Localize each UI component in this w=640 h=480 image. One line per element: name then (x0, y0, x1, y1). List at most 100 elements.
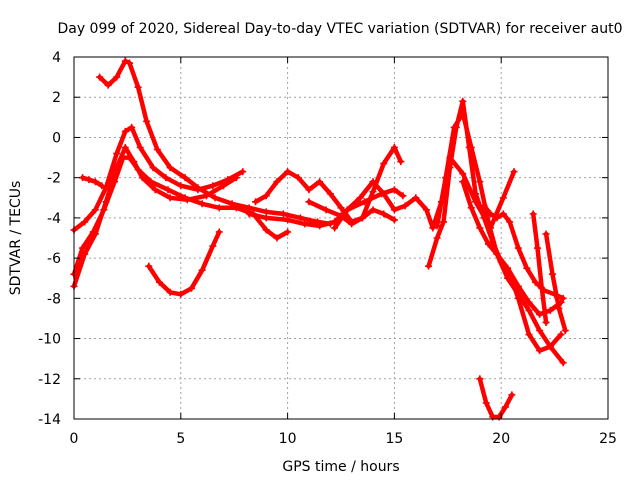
data-point (504, 274, 512, 282)
data-point (531, 278, 539, 286)
data-point (136, 144, 144, 151)
series-line (253, 169, 397, 225)
data-point (525, 298, 533, 306)
data-point (559, 294, 567, 302)
data-point (514, 244, 522, 252)
data-point (525, 331, 533, 339)
x-tick-label: 15 (385, 431, 403, 447)
series-line (477, 376, 515, 420)
data-point (245, 210, 253, 218)
data-point (177, 182, 185, 190)
data-point (440, 218, 448, 226)
data-point (337, 204, 345, 212)
data-point (422, 206, 430, 214)
data-point (162, 174, 170, 182)
series-track-c (70, 144, 240, 290)
data-point (79, 244, 87, 252)
data-point (343, 206, 351, 214)
data-point (380, 160, 388, 168)
series-line (146, 229, 222, 297)
data-point (194, 186, 202, 194)
data-point (459, 109, 467, 117)
data-point (501, 403, 509, 411)
data-point (390, 186, 398, 194)
data-point (358, 214, 366, 222)
x-tick-label: 5 (176, 431, 185, 447)
data-point (467, 144, 475, 151)
data-point (121, 57, 129, 65)
y-tick-label: 4 (52, 50, 61, 66)
data-point (401, 202, 409, 210)
data-point (91, 178, 99, 186)
series-track-f (145, 228, 223, 298)
data-point (113, 73, 121, 81)
series-track-a (96, 57, 334, 228)
series-line (530, 211, 549, 325)
data-point (450, 123, 458, 131)
data-point (187, 284, 195, 292)
data-point (433, 222, 441, 230)
data-point (134, 83, 142, 91)
data-point (305, 198, 313, 206)
data-point (119, 154, 127, 162)
data-point (232, 174, 240, 182)
data-point (149, 164, 157, 172)
series-track-e (79, 174, 106, 190)
data-point (493, 250, 501, 258)
data-point (89, 228, 97, 236)
data-point (482, 399, 490, 407)
data-point (305, 186, 313, 194)
data-point (252, 198, 260, 206)
data-point (262, 214, 270, 222)
series-track-b (70, 123, 247, 234)
data-point (499, 210, 507, 218)
data-point (128, 123, 136, 131)
data-point (316, 178, 324, 186)
data-point (181, 174, 189, 182)
data-point (232, 204, 240, 212)
y-axis-label: SDTVAR / TECUs (8, 181, 24, 296)
y-tick-label: -6 (47, 251, 61, 267)
data-point (96, 73, 104, 81)
data-point (493, 214, 501, 222)
data-point (166, 288, 174, 296)
data-point (429, 224, 437, 232)
data-point (215, 228, 223, 236)
data-point (211, 194, 219, 202)
data-point (555, 304, 563, 312)
data-point (369, 178, 377, 186)
series-track-q (542, 230, 569, 335)
data-point (284, 168, 292, 176)
data-point (484, 240, 492, 248)
data-point (126, 154, 134, 162)
plot-frame (73, 56, 609, 420)
data-point (145, 262, 153, 270)
data-point (209, 242, 217, 250)
data-point (536, 310, 544, 318)
chart-title: Day 099 of 2020, Sidereal Day-to-day VTE… (57, 21, 622, 37)
data-point (356, 194, 364, 202)
data-point (542, 318, 550, 326)
data-point (557, 331, 565, 339)
x-axis-label: GPS time / hours (282, 459, 399, 475)
data-point (476, 375, 484, 383)
y-tick-label: -8 (47, 291, 61, 307)
data-point (166, 194, 174, 202)
data-point (504, 264, 512, 272)
series-line (80, 175, 105, 188)
data-point (262, 208, 270, 216)
data-point (523, 264, 531, 272)
data-point (331, 224, 339, 232)
x-tick-label: 20 (492, 431, 510, 447)
data-point (81, 218, 89, 226)
data-point (153, 146, 161, 154)
data-point (390, 206, 398, 214)
data-point (166, 164, 174, 172)
data-point (433, 234, 441, 242)
data-point (546, 343, 554, 351)
data-point (279, 210, 287, 218)
series-track-o (476, 375, 516, 421)
data-point (514, 290, 522, 298)
